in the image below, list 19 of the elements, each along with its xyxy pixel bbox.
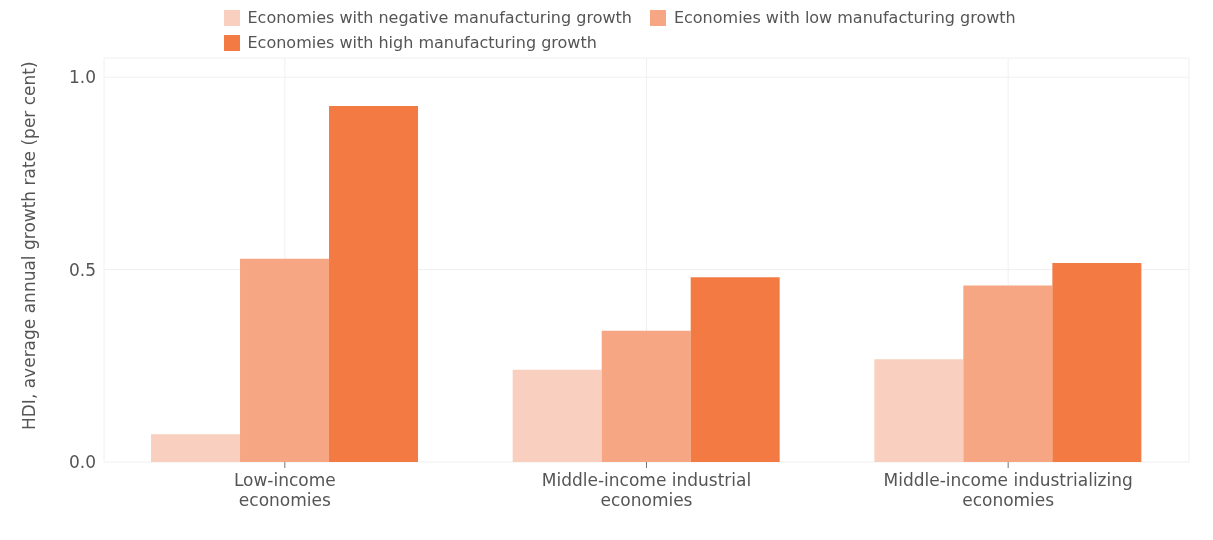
y-tick-label: 1.0 <box>68 67 96 88</box>
bar <box>874 359 964 462</box>
bar <box>512 369 602 462</box>
legend-label: Economies with high manufacturing growth <box>247 33 597 52</box>
y-tick-label: 0.5 <box>68 259 96 280</box>
bar <box>690 277 780 462</box>
legend-label: Economies with negative manufacturing growth <box>247 8 632 27</box>
bar <box>601 330 691 462</box>
bar <box>329 106 419 462</box>
bar <box>240 258 330 462</box>
x-tick-label: Middle-income industrial economies <box>541 470 752 510</box>
bar <box>151 434 241 462</box>
bar <box>963 285 1053 462</box>
bar <box>1052 263 1142 462</box>
legend-label: Economies with low manufacturing growth <box>673 8 1016 27</box>
x-tick-label: Middle-income industrializing economies <box>883 470 1133 510</box>
x-tick-label: Low-income economies <box>233 470 336 510</box>
y-tick-label: 0.0 <box>68 452 96 473</box>
y-axis-title: HDI, average annual growth rate (per cent) <box>19 61 40 430</box>
